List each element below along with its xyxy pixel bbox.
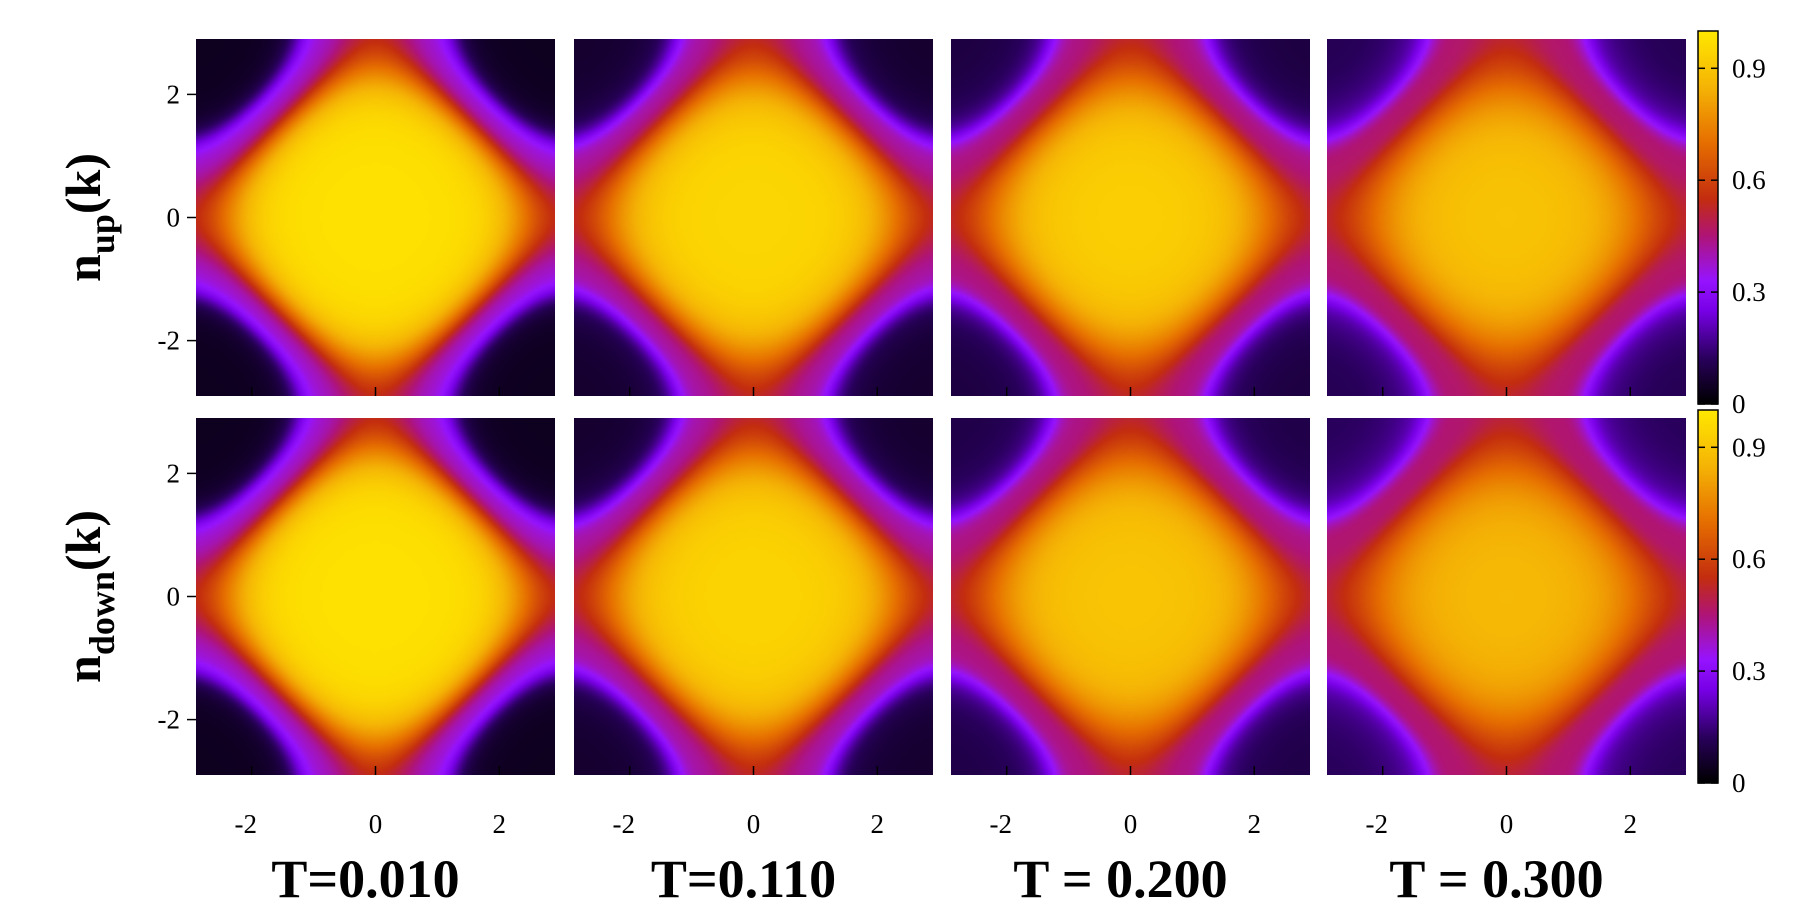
axes-ticks: -2 0 2 -2 0 2 -2 0 2 -2 0 2 -2 0 2 -2 0 2 [158, 79, 1638, 839]
colorbar-frame [1697, 30, 1719, 405]
column-title: T = 0.200 [1013, 849, 1227, 909]
colorbar-tick-label: 0.9 [1732, 432, 1766, 462]
colorbars: 0 0.3 0.6 0.9 0 0.3 0.6 0.9 [1697, 30, 1766, 798]
column-title: T = 0.300 [1389, 849, 1603, 909]
row-label: nup(k) [55, 153, 122, 282]
heatmap-panel [574, 39, 933, 396]
x-tick-label: -2 [989, 809, 1012, 839]
y-tick-label: 0 [167, 203, 181, 233]
x-tick-label: 2 [871, 809, 885, 839]
y-tick-label: 0 [167, 582, 181, 612]
labels: nup(k) ndown(k) T=0.010 T=0.110 T = 0.200 T =… [55, 153, 1604, 909]
x-tick-label: 0 [747, 809, 761, 839]
x-tick-label: 2 [1624, 809, 1638, 839]
y-tick-label: 2 [167, 79, 181, 109]
colorbar-tick-label: 0.9 [1732, 53, 1766, 83]
y-tick-label: 2 [167, 458, 181, 488]
y-tick-label: -2 [158, 326, 181, 356]
column-title: T=0.110 [651, 849, 836, 909]
x-tick-label: 0 [369, 809, 383, 839]
x-tick-label: -2 [1365, 809, 1388, 839]
heatmap-panel [1327, 418, 1686, 775]
colorbar [1698, 31, 1718, 404]
x-tick-label: -2 [612, 809, 635, 839]
colorbar-tick-label: 0.6 [1732, 165, 1766, 195]
colorbar-tick-label: 0.3 [1732, 656, 1766, 686]
heatmap-panel [951, 39, 1310, 396]
x-tick-label: -2 [234, 809, 257, 839]
colorbar-tick-label: 0.3 [1732, 277, 1766, 307]
x-tick-label: 0 [1500, 809, 1514, 839]
heatmap-panel [1327, 39, 1686, 396]
heatmap-panel [574, 418, 933, 775]
x-tick-label: 0 [1124, 809, 1138, 839]
row-label: ndown(k) [55, 510, 122, 683]
x-tick-label: 2 [493, 809, 507, 839]
x-tick-label: 2 [1248, 809, 1262, 839]
colorbar-tick-label: 0 [1732, 389, 1746, 419]
heatmap-panel [951, 418, 1310, 775]
heatmap-panels [196, 39, 1686, 775]
heatmap-panel [196, 418, 555, 775]
colorbar-frame [1697, 409, 1719, 784]
heatmap-panel [196, 39, 555, 396]
colorbar [1698, 410, 1718, 783]
colorbar-tick-label: 0 [1732, 768, 1746, 798]
colorbar-tick-label: 0.6 [1732, 544, 1766, 574]
y-tick-label: -2 [158, 705, 181, 735]
column-title: T=0.010 [271, 849, 459, 909]
